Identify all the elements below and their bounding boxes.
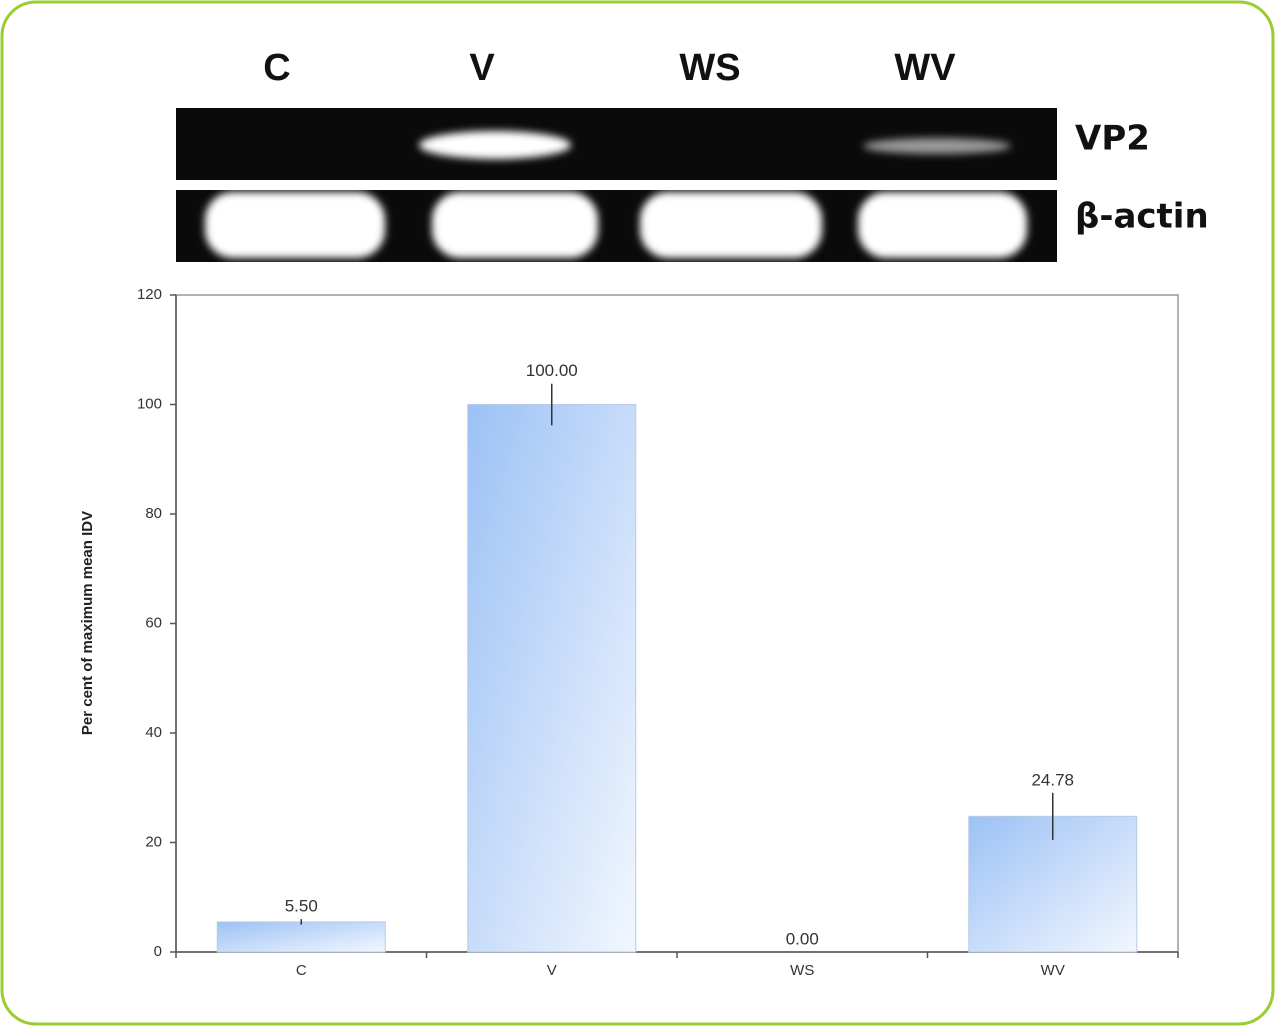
value-label: 0.00 xyxy=(786,929,819,948)
gel-band xyxy=(640,192,822,258)
y-tick-label: 60 xyxy=(145,614,162,631)
y-tick-label: 80 xyxy=(145,505,162,522)
x-tick-label: WS xyxy=(790,962,814,979)
x-tick-label: C xyxy=(296,962,307,979)
gel: C V WS WV VP2 β-actin xyxy=(176,47,1209,262)
lane-label: C xyxy=(263,47,290,89)
bar xyxy=(467,404,637,953)
value-label: 100.00 xyxy=(526,361,578,380)
lane-label: WS xyxy=(679,47,740,89)
x-tick-label: V xyxy=(547,962,557,979)
y-tick-label: 120 xyxy=(137,286,162,303)
gel-band xyxy=(432,192,598,258)
lane-label: V xyxy=(469,47,495,89)
y-axis-label: Per cent of maximum mean IDV xyxy=(79,511,96,735)
gel-band xyxy=(858,192,1027,258)
band-label: VP2 xyxy=(1075,119,1150,159)
plot: 0 20 40 60 80 100 120 C 5.50 V 100.00 WS 0.00 WV 24.78 xyxy=(137,286,1179,979)
gel-band xyxy=(419,131,571,159)
y-tick-label: 20 xyxy=(145,833,162,850)
gel-band xyxy=(863,138,1011,154)
y-tick-label: 40 xyxy=(145,724,162,741)
y-tick-label: 0 xyxy=(154,943,162,960)
y-tick-label: 100 xyxy=(137,395,162,412)
band-label: β-actin xyxy=(1075,197,1209,237)
value-label: 5.50 xyxy=(285,897,318,916)
x-tick-label: WV xyxy=(1041,962,1065,979)
bar xyxy=(216,921,386,953)
gel-band xyxy=(205,192,385,258)
lane-label: WV xyxy=(894,47,956,89)
value-label: 24.78 xyxy=(1031,770,1074,789)
